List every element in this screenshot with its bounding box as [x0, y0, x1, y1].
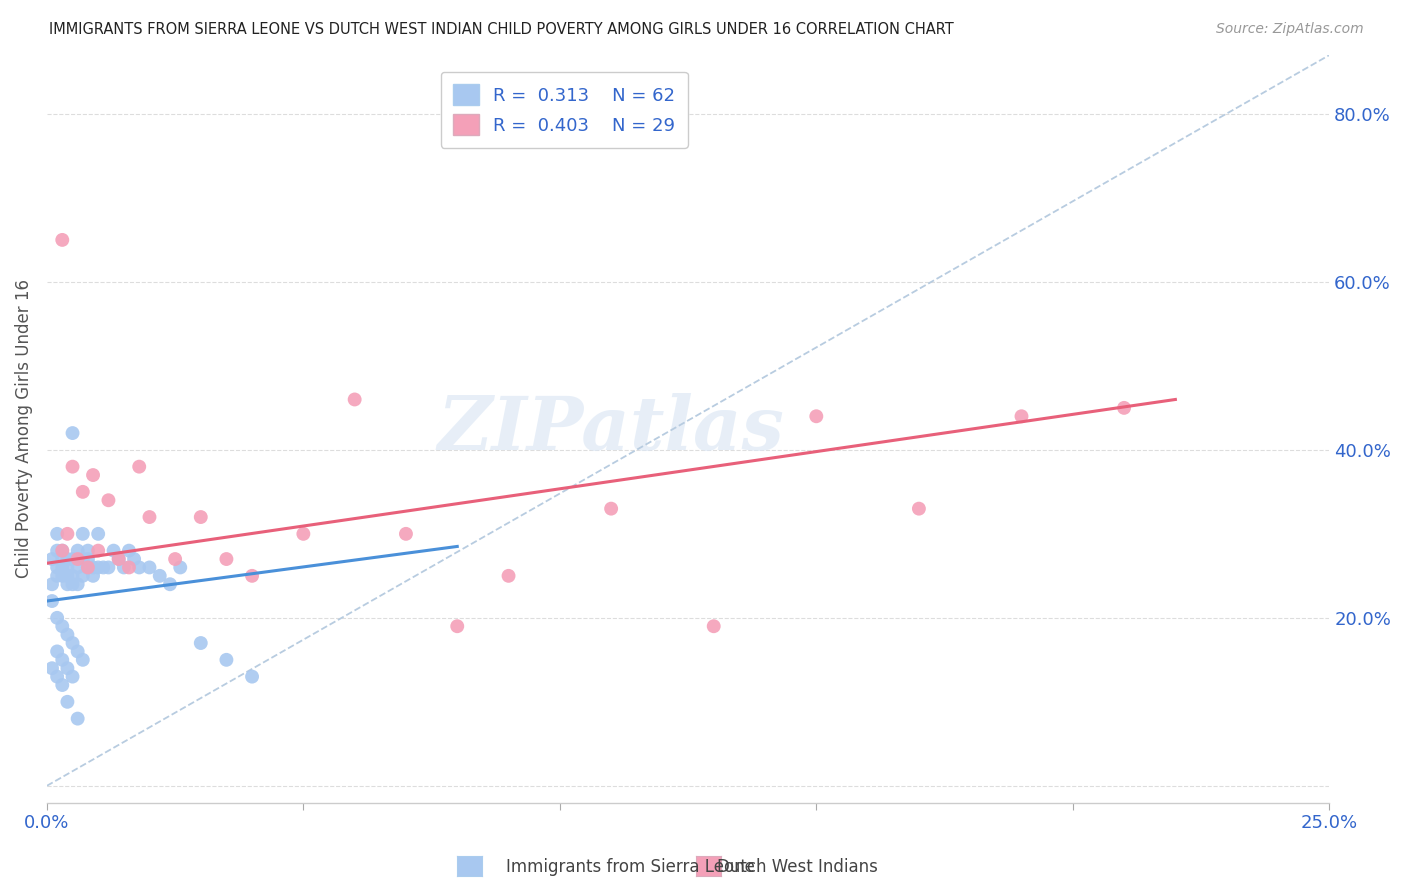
- Point: [87, 560, 110, 574]
- Point: [41, 577, 63, 591]
- Point: [190, 636, 212, 650]
- Point: [56, 526, 79, 541]
- Point: [51, 678, 73, 692]
- Point: [103, 543, 125, 558]
- Point: [66, 712, 89, 726]
- Point: [138, 510, 160, 524]
- Point: [97, 493, 120, 508]
- Point: [77, 552, 100, 566]
- Point: [72, 569, 94, 583]
- Point: [41, 594, 63, 608]
- Point: [56, 560, 79, 574]
- Point: [51, 619, 73, 633]
- Point: [343, 392, 366, 407]
- Point: [128, 560, 150, 574]
- Point: [51, 543, 73, 558]
- Point: [703, 619, 725, 633]
- Point: [72, 552, 94, 566]
- Point: [51, 653, 73, 667]
- Point: [112, 560, 135, 574]
- Point: [46, 543, 69, 558]
- Point: [87, 526, 110, 541]
- Point: [806, 409, 828, 424]
- Point: [240, 569, 263, 583]
- Text: Source: ZipAtlas.com: Source: ZipAtlas.com: [1216, 22, 1364, 37]
- Point: [165, 552, 187, 566]
- Point: [62, 459, 84, 474]
- Point: [66, 543, 89, 558]
- Point: [72, 653, 94, 667]
- Point: [128, 459, 150, 474]
- Point: [51, 552, 73, 566]
- Point: [395, 526, 418, 541]
- Point: [46, 569, 69, 583]
- Point: [72, 526, 94, 541]
- Text: ZIPatlas: ZIPatlas: [437, 392, 785, 465]
- Point: [46, 611, 69, 625]
- Point: [169, 560, 191, 574]
- Point: [62, 426, 84, 441]
- Point: [41, 661, 63, 675]
- Point: [62, 577, 84, 591]
- Point: [446, 619, 468, 633]
- Point: [46, 526, 69, 541]
- Y-axis label: Child Poverty Among Girls Under 16: Child Poverty Among Girls Under 16: [15, 279, 32, 578]
- Point: [56, 569, 79, 583]
- Point: [77, 543, 100, 558]
- Point: [46, 670, 69, 684]
- Point: [107, 552, 129, 566]
- Point: [62, 569, 84, 583]
- Point: [56, 552, 79, 566]
- Text: Immigrants from Sierra Leone: Immigrants from Sierra Leone: [506, 858, 755, 876]
- Point: [51, 560, 73, 574]
- Point: [1112, 401, 1135, 415]
- Point: [118, 560, 141, 574]
- Point: [77, 560, 100, 574]
- Point: [62, 670, 84, 684]
- Point: [41, 552, 63, 566]
- Point: [51, 233, 73, 247]
- Point: [190, 510, 212, 524]
- Point: [159, 577, 181, 591]
- Point: [56, 627, 79, 641]
- Point: [66, 644, 89, 658]
- Point: [72, 484, 94, 499]
- Point: [240, 670, 263, 684]
- Legend: R =  0.313    N = 62, R =  0.403    N = 29: R = 0.313 N = 62, R = 0.403 N = 29: [440, 71, 688, 148]
- Point: [1011, 409, 1033, 424]
- Point: [97, 560, 120, 574]
- Point: [82, 560, 104, 574]
- Point: [77, 560, 100, 574]
- Point: [600, 501, 623, 516]
- Point: [82, 569, 104, 583]
- Point: [149, 569, 172, 583]
- Point: [62, 636, 84, 650]
- Point: [82, 468, 104, 483]
- Point: [122, 552, 145, 566]
- Point: [62, 552, 84, 566]
- Point: [66, 552, 89, 566]
- Point: [51, 569, 73, 583]
- Point: [215, 653, 238, 667]
- Point: [138, 560, 160, 574]
- Point: [118, 543, 141, 558]
- Text: IMMIGRANTS FROM SIERRA LEONE VS DUTCH WEST INDIAN CHILD POVERTY AMONG GIRLS UNDE: IMMIGRANTS FROM SIERRA LEONE VS DUTCH WE…: [49, 22, 953, 37]
- Point: [46, 560, 69, 574]
- Point: [215, 552, 238, 566]
- Point: [56, 661, 79, 675]
- Point: [498, 569, 520, 583]
- Point: [66, 560, 89, 574]
- Point: [908, 501, 931, 516]
- Point: [56, 695, 79, 709]
- Point: [66, 577, 89, 591]
- Point: [107, 552, 129, 566]
- Point: [292, 526, 315, 541]
- Point: [91, 560, 114, 574]
- Point: [46, 644, 69, 658]
- Text: Dutch West Indians: Dutch West Indians: [717, 858, 877, 876]
- Point: [51, 543, 73, 558]
- Point: [87, 543, 110, 558]
- Point: [56, 577, 79, 591]
